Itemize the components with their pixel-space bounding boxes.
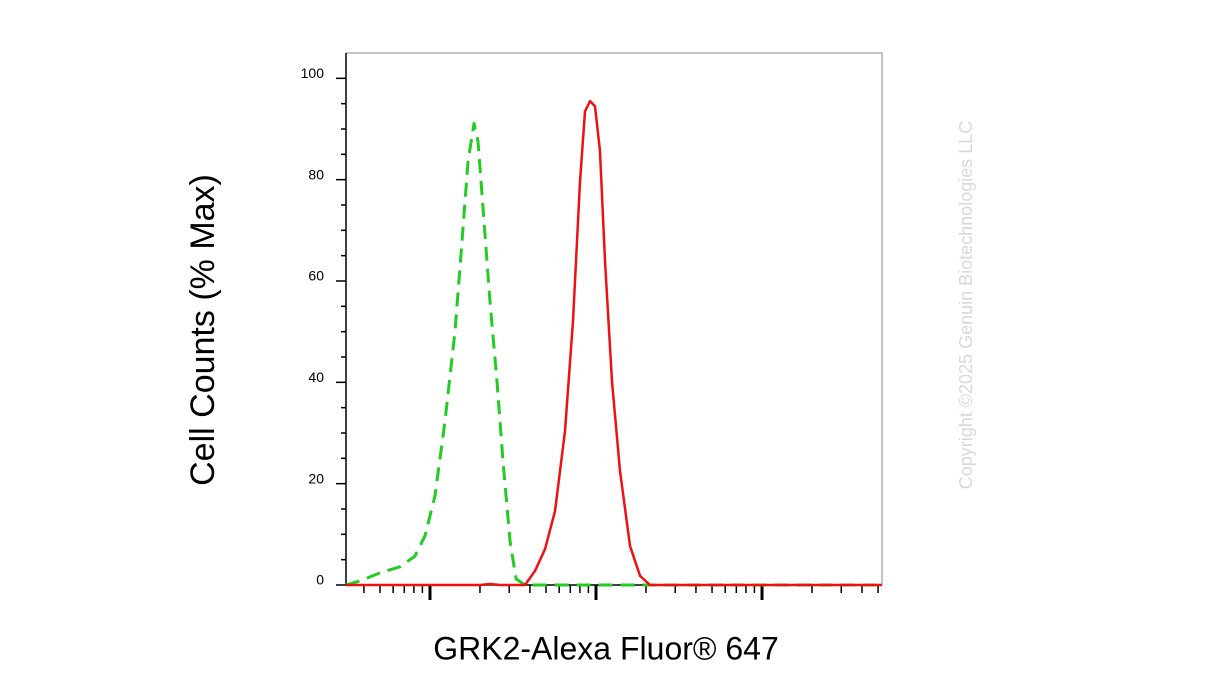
y-tick-label: 40 [308,369,324,385]
plot-frame [345,52,883,586]
histogram-line [346,99,882,587]
y-tick-label: 100 [301,65,325,81]
watermark: Copyright ©2025 Genuin Biotechnologies L… [956,121,976,490]
histogram-line [345,121,882,587]
x-axis-label: GRK2-Alexa Fluor® 647 [433,630,779,666]
y-tick-label: 20 [308,470,324,486]
y-tick-label: 60 [308,268,324,284]
y-tick-label: 80 [308,166,324,182]
y-axis-label: Cell Counts (% Max) [184,174,222,486]
y-tick-label: 0 [316,572,324,588]
